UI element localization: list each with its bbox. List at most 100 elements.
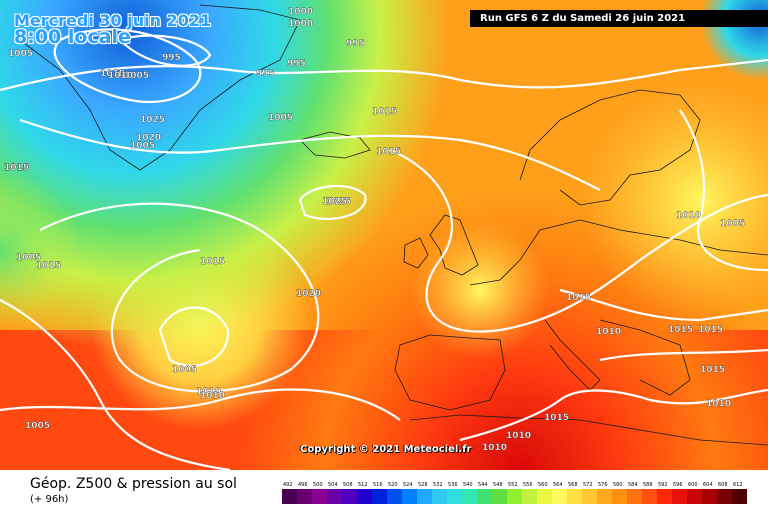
legend-swatch [657, 489, 672, 504]
legend-value: 596 [673, 482, 683, 488]
legend-value: 552 [508, 482, 518, 488]
legend-swatch [342, 489, 357, 504]
legend-swatch [702, 489, 717, 504]
isobar-line [53, 28, 202, 103]
legend-swatch [717, 489, 732, 504]
isobar-label: 1020 [136, 133, 161, 143]
isobar-label: 1015 [544, 413, 569, 423]
isobar-label: 1000 [288, 19, 313, 29]
isobar-line [117, 34, 212, 67]
isobar-label: 1015 [36, 261, 61, 271]
isobar-label: 1010 [506, 431, 531, 441]
isobar-line [389, 148, 768, 333]
isobar-label: 1010 [596, 327, 621, 337]
isobar-line [158, 306, 230, 367]
valid-date: Mercredi 30 juin 2021 [14, 11, 212, 30]
isobar-line [679, 109, 768, 272]
isobar-label: 1015 [566, 293, 591, 303]
legend-swatch [462, 489, 477, 504]
iceland-coast [299, 131, 371, 159]
legend-swatch [552, 489, 567, 504]
isobar-label: 1015 [698, 325, 723, 335]
legend-swatch [687, 489, 702, 504]
isobar-label: 1020 [296, 289, 321, 299]
isobar-label: 1015 [372, 107, 397, 117]
color-legend: 492 496 500 504 508 512 516 520 524 528 532 536 540 5… [282, 478, 752, 506]
legend-swatch [567, 489, 582, 504]
legend-value: 604 [703, 482, 713, 488]
legend-value: 580 [613, 482, 623, 488]
isobar-label: 1015 [4, 163, 29, 173]
legend-swatch [357, 489, 372, 504]
isobar-label: 995 [256, 69, 275, 79]
isobar-line [298, 184, 367, 220]
legend-swatch [642, 489, 657, 504]
isobar-line [19, 118, 601, 191]
legend-swatch [282, 489, 297, 504]
valid-time: 8:00 locale [14, 26, 131, 48]
legend-value: 584 [628, 482, 638, 488]
isobar-label: 1005 [268, 113, 293, 123]
isobar-line [0, 58, 768, 92]
legend-value: 588 [643, 482, 653, 488]
legend-value: 500 [313, 482, 323, 488]
copyright-text: Copyright © 2021 Meteociel.fr [300, 444, 472, 455]
legend-swatch [417, 489, 432, 504]
legend-value: 556 [523, 482, 533, 488]
isobar-label: 1005 [25, 421, 50, 431]
isobar-label: 995 [346, 39, 365, 49]
isobar-label: 1010 [676, 211, 701, 221]
legend-swatch [372, 489, 387, 504]
color-legend-scale: 492 496 500 504 508 512 516 520 524 528 532 536 540 5… [282, 482, 747, 504]
legend-value: 608 [718, 482, 728, 488]
isobar-line [559, 288, 768, 322]
isobar-label: 1010 [482, 443, 507, 453]
isobar-line [0, 299, 231, 470]
forecast-offset: (+ 96h) [30, 494, 69, 505]
legend-swatch [447, 489, 462, 504]
legend-value: 520 [388, 482, 398, 488]
legend-value: 548 [493, 482, 503, 488]
isobar-label: 1025 [322, 197, 347, 207]
coastlines [19, 4, 768, 446]
legend-value: 512 [358, 482, 368, 488]
isobars [0, 28, 768, 470]
legend-swatch [387, 489, 402, 504]
legend-swatch [597, 489, 612, 504]
legend-value: 544 [478, 482, 488, 488]
legend-value: 532 [433, 482, 443, 488]
legend-swatch [477, 489, 492, 504]
legend-swatch [432, 489, 447, 504]
legend-value: 612 [733, 482, 743, 488]
isobar-label: 1005 [720, 219, 745, 229]
legend-value: 572 [583, 482, 593, 488]
legend-swatch [327, 489, 342, 504]
isobar-label: 1005 [124, 71, 149, 81]
legend-swatch [492, 489, 507, 504]
legend-value: 560 [538, 482, 548, 488]
isobar-label: 1015 [4, 163, 29, 173]
legend-swatch [732, 489, 747, 504]
isobar-label: 1015 [200, 257, 225, 267]
isobar-label: 1010 [108, 71, 133, 81]
isobar-label: 1015 [668, 325, 693, 335]
isobar-line [459, 388, 768, 442]
legend-value: 492 [283, 482, 293, 488]
europe-mainland-coast [469, 219, 768, 286]
legend-swatch [582, 489, 597, 504]
isobar-line [0, 388, 401, 421]
isobar-label: 1010 [196, 387, 221, 397]
ireland-coast [403, 237, 429, 269]
isobar-label: 1005 [172, 365, 197, 375]
isobar-label: 995 [162, 53, 181, 63]
weather-map: 1000 1005 995 1000 995 1005 995 995 1010 1015 1025… [0, 0, 768, 470]
scandinavia-coast [519, 89, 701, 206]
legend-value: 600 [688, 482, 698, 488]
legend-swatch [627, 489, 642, 504]
geopotential-trough-west [0, 0, 768, 470]
legend-swatch [612, 489, 627, 504]
legend-value: 576 [598, 482, 608, 488]
italy-coast [544, 319, 601, 391]
isobar-label: 1005 [130, 141, 155, 151]
